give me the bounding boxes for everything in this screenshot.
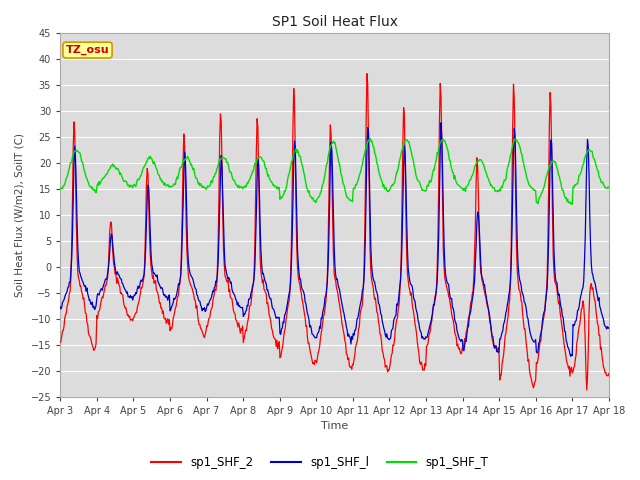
sp1_SHF_T	[67, 161, 74, 167]
sp1_SHF_T	[56, 186, 64, 192]
Y-axis label: Soil Heat Flux (W/m2), SoilT (C): Soil Heat Flux (W/m2), SoilT (C)	[15, 133, 25, 297]
sp1_SHF_T	[366, 135, 374, 141]
Legend: sp1_SHF_2, sp1_SHF_l, sp1_SHF_T: sp1_SHF_2, sp1_SHF_l, sp1_SHF_T	[147, 452, 493, 474]
sp1_SHF_l	[67, 279, 74, 285]
sp1_SHF_2	[402, 209, 410, 215]
sp1_SHF_l	[123, 290, 131, 296]
sp1_SHF_T	[123, 179, 131, 185]
sp1_SHF_l	[417, 330, 425, 336]
Line: sp1_SHF_l: sp1_SHF_l	[60, 123, 609, 356]
Line: sp1_SHF_2: sp1_SHF_2	[60, 73, 609, 390]
sp1_SHF_2	[179, 207, 186, 213]
sp1_SHF_T	[402, 137, 410, 143]
sp1_SHF_2	[56, 339, 64, 345]
sp1_SHF_T	[207, 178, 215, 183]
sp1_SHF_l	[567, 353, 575, 359]
sp1_SHF_l	[605, 324, 612, 330]
Title: SP1 Soil Heat Flux: SP1 Soil Heat Flux	[271, 15, 397, 29]
sp1_SHF_2	[583, 387, 591, 393]
sp1_SHF_l	[437, 120, 445, 126]
sp1_SHF_T	[418, 187, 426, 193]
sp1_SHF_2	[207, 306, 215, 312]
sp1_SHF_2	[67, 288, 74, 294]
sp1_SHF_T	[179, 161, 186, 167]
Line: sp1_SHF_T: sp1_SHF_T	[60, 138, 609, 204]
sp1_SHF_T	[568, 201, 575, 207]
Text: TZ_osu: TZ_osu	[66, 45, 109, 55]
sp1_SHF_2	[123, 308, 131, 314]
sp1_SHF_2	[605, 371, 612, 376]
X-axis label: Time: Time	[321, 421, 348, 432]
sp1_SHF_2	[418, 361, 426, 367]
sp1_SHF_T	[605, 185, 612, 191]
sp1_SHF_l	[207, 295, 215, 301]
sp1_SHF_l	[56, 304, 64, 310]
sp1_SHF_2	[363, 71, 371, 76]
sp1_SHF_l	[401, 151, 409, 156]
sp1_SHF_l	[179, 232, 186, 238]
